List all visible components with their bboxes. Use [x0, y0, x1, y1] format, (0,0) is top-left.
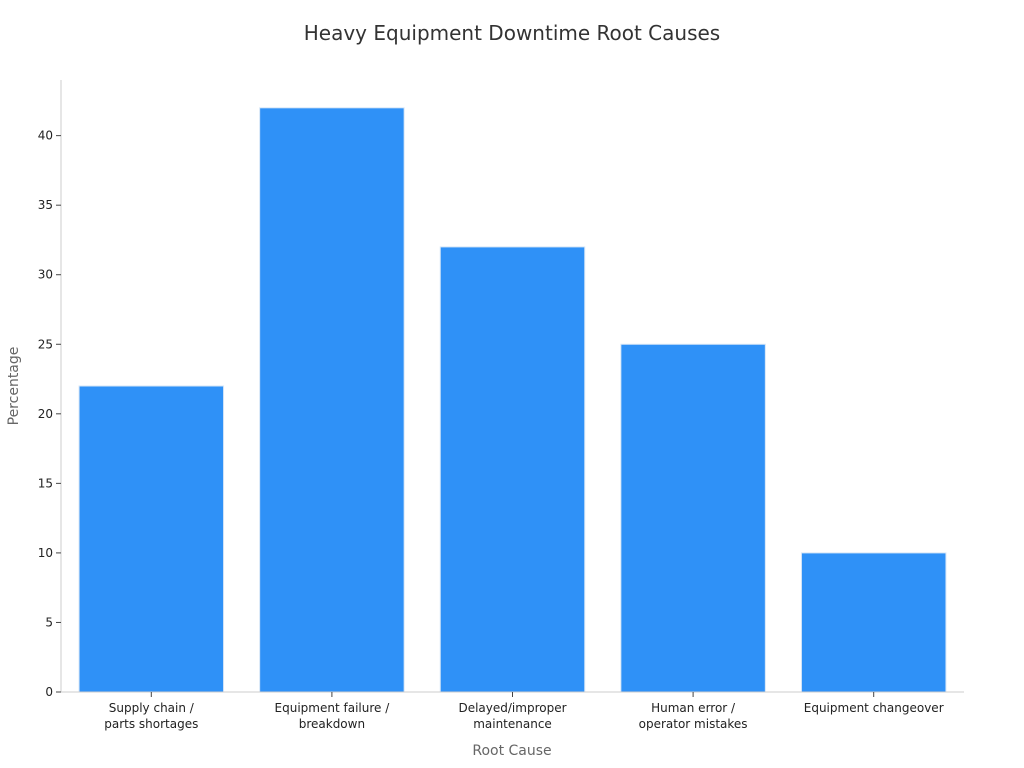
bar-3	[620, 343, 766, 693]
chart-title: Heavy Equipment Downtime Root Causes	[304, 21, 720, 45]
x-tick-label-1: Equipment failure / breakdown	[275, 701, 391, 731]
x-tick-label-0: Supply chain / parts shortages	[104, 701, 198, 731]
axes-group: 0 5 10 15 20 25 30 35 40 Supply chain / parts shor…	[38, 80, 964, 731]
bar-2	[439, 246, 586, 693]
x-tick-label-4: Equipment changeover	[804, 701, 944, 715]
y-tick-label-3: 15	[38, 476, 53, 490]
y-tick-label-0: 0	[45, 685, 53, 699]
y-tick-label-8: 40	[38, 129, 53, 143]
y-tick-label-7: 35	[38, 198, 53, 212]
x-tick-label-2: Delayed/improper maintenance	[458, 701, 566, 731]
y-tick-label-1: 5	[45, 615, 53, 629]
y-axis-label: Percentage	[6, 347, 22, 426]
bar-1	[259, 107, 405, 693]
x-tick-label-3: Human error / operator mistakes	[639, 701, 748, 731]
x-axis-label: Root Cause	[472, 743, 551, 759]
bars-group	[78, 107, 947, 693]
y-tick-label-2: 10	[38, 546, 53, 560]
bar-0	[78, 385, 225, 693]
bar-4	[800, 552, 947, 693]
y-tick-label-4: 20	[38, 407, 53, 421]
y-tick-label-5: 25	[38, 337, 53, 351]
y-tick-label-6: 30	[38, 268, 53, 282]
